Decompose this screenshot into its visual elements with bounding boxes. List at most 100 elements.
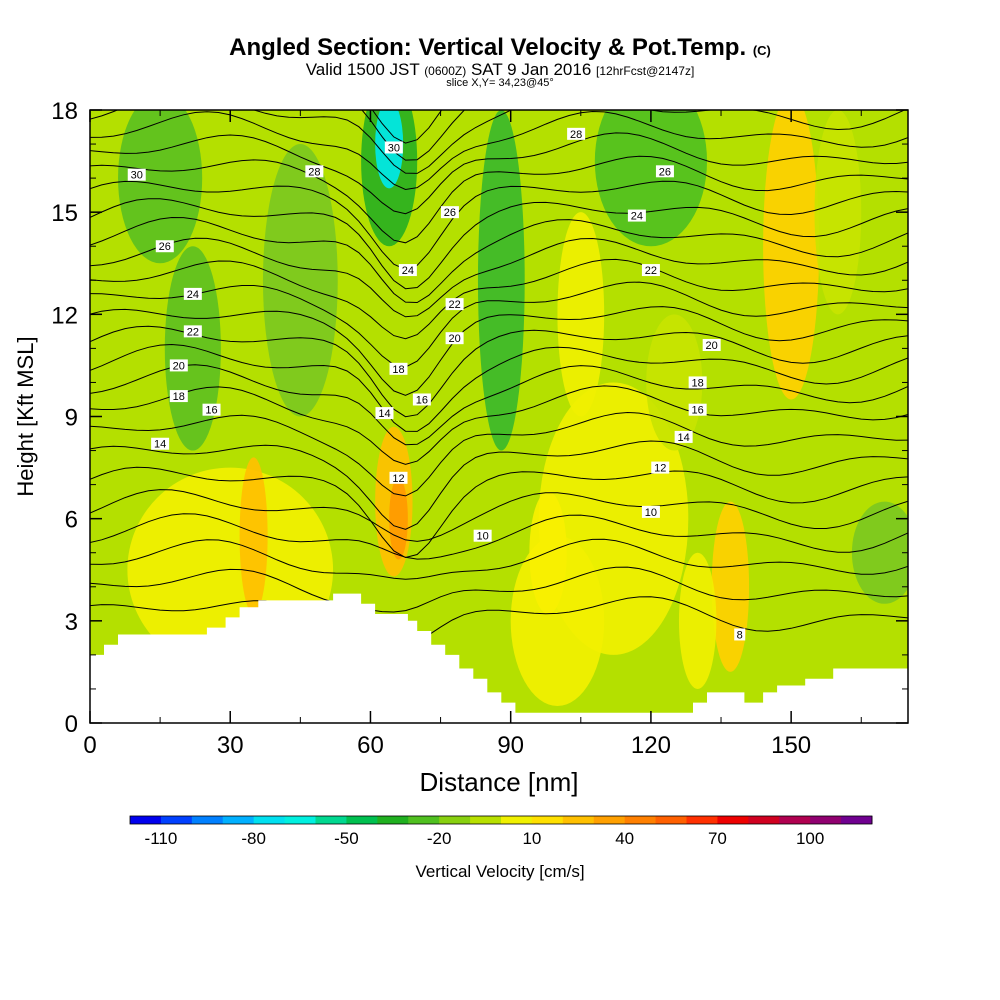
theta-contour-line [90,132,908,215]
theta-label-text: 24 [402,265,414,277]
theta-label: 18 [389,362,408,376]
theta-label: 22 [641,264,660,277]
colorbar-swatch [686,816,718,824]
theta-contour-labels: 8 10 10 12 12 14 14 14 16 16 16 18 18 18 20 20 20 22 22 22 2… [127,127,746,641]
theta-contour-line [90,466,908,559]
theta-contour-line [90,306,908,396]
theta-label-box [651,461,670,474]
theta-label-text: 18 [692,377,704,389]
theta-label-text: 18 [392,364,404,376]
theta-contour-line [90,489,908,542]
colorbar-swatch [160,816,193,824]
colorbar-swatch [130,816,162,824]
terrain-mask [90,593,908,723]
theta-label: 18 [688,376,707,389]
theta-label-box [169,359,188,372]
y-tick-label: 0 [65,711,78,738]
theta-label-text: 12 [392,473,404,485]
theta-label-box [688,376,707,389]
theta-contour-line [90,364,908,446]
theta-label-text: 28 [308,166,320,178]
valid-utc: (0600Z) [424,64,467,78]
velocity-cell [763,110,820,400]
theta-label-text: 24 [187,289,199,301]
theta-label-text: 16 [416,394,428,406]
theta-label: 16 [202,403,221,417]
velocity-cell [646,314,703,451]
theta-label-box [202,403,221,416]
theta-label: 26 [655,165,674,178]
theta-label-box [127,168,146,181]
colorbar-tick-label: -80 [241,829,266,848]
y-tick-label: 9 [65,405,78,432]
colorbar-swatch [470,816,502,824]
theta-label-box [688,403,707,416]
theta-label-text: 20 [448,333,460,345]
theta-label-box [641,264,660,277]
theta-contour-line [90,180,908,271]
theta-label: 24 [627,209,646,223]
theta-label-text: 22 [645,265,657,277]
x-tick-label: 90 [497,732,524,759]
theta-label-box [734,628,746,641]
chart-title-main: Angled Section: Vertical Velocity & Pot.… [229,34,747,61]
theta-contour-line [90,343,908,432]
theta-label-box [655,165,674,178]
x-axis-label: Distance [nm] [420,767,579,797]
theta-label-box [389,471,408,484]
y-tick-label: 15 [51,200,78,227]
chart-title: Angled Section: Vertical Velocity & Pot.… [0,34,1000,62]
theta-label-text: 22 [448,299,460,311]
theta-label-box [445,332,464,345]
velocity-cell [557,212,605,417]
velocity-cell [594,110,707,247]
x-tick-label: 0 [83,732,96,759]
colorbar-swatch [593,816,626,824]
x-tick-label: 120 [631,732,671,759]
colorbar-swatch [439,816,471,824]
slice-info: slice X,Y= 34,23@45° [446,77,554,89]
theta-label: 24 [183,287,202,301]
colorbar-swatch [501,816,533,824]
theta-contour-line [90,538,908,580]
colorbar-swatch [377,816,409,824]
colorbar-frame [129,815,873,825]
theta-label-text: 20 [173,360,185,372]
theta-label-text: 26 [159,241,171,253]
theta-label: 26 [155,240,174,253]
colorbar-swatch [810,816,842,824]
theta-label-text: 30 [388,142,400,154]
theta-label: 16 [688,403,707,417]
colorbar-swatch [222,816,255,824]
theta-label: 10 [473,529,492,543]
theta-label: 10 [641,505,660,519]
theta-label-box [641,505,660,518]
theta-contour-line [90,216,908,304]
theta-label-box [567,127,586,140]
theta-label: 28 [305,165,324,178]
theta-label-box [384,141,403,154]
theta-label: 22 [445,298,464,311]
theta-label-box [389,362,408,375]
colorbar-swatch [717,816,749,824]
colorbar-swatch [562,816,595,824]
theta-label-box [627,209,646,222]
velocity-cell [851,501,908,604]
theta-contour-line [90,258,908,340]
colorbar-swatch [346,816,378,824]
theta-contour-line [90,198,908,290]
colorbar: -110 -80 -50 -20 10 40 70 100 [129,815,873,848]
colorbar-swatch [253,816,286,824]
theta-contour-line [90,440,908,530]
colorbar-swatch [191,816,224,824]
copyright-mark: (C) [752,43,771,58]
theta-label-box [440,206,459,219]
theta-label-box [305,165,324,178]
theta-contour-line [90,237,908,318]
colorbar-label: Vertical Velocity [cm/s] [415,862,585,881]
theta-label-text: 14 [154,439,166,451]
theta-label-text: 14 [678,432,690,444]
theta-label-text: 26 [444,207,456,219]
theta-label-box [398,264,417,277]
colorbar-swatch [779,816,811,824]
